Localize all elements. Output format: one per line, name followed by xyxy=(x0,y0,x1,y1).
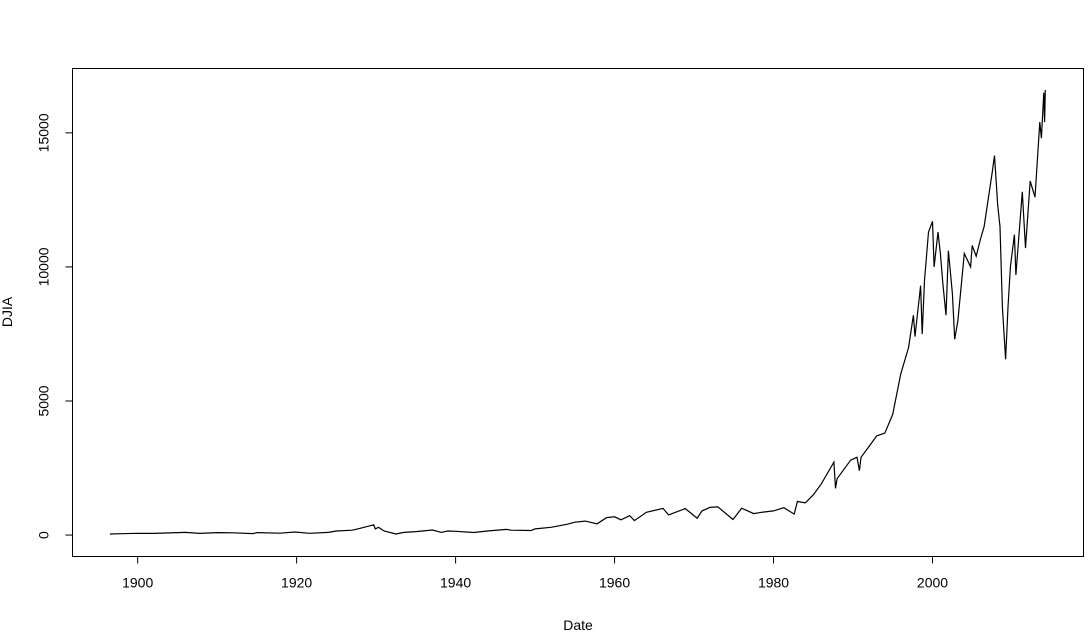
y-tick-label: 15000 xyxy=(36,113,52,152)
y-tick-label: 10000 xyxy=(36,247,52,286)
x-axis-label: Date xyxy=(563,617,593,633)
x-tick-label: 2000 xyxy=(917,575,948,591)
y-axis: 0 5000 10000 15000 xyxy=(36,113,73,539)
y-axis-label: DJIA xyxy=(0,296,15,327)
y-tick-label: 0 xyxy=(36,531,52,539)
x-tick-label: 1900 xyxy=(122,575,153,591)
x-tick-label: 1980 xyxy=(758,575,789,591)
x-tick-label: 1960 xyxy=(599,575,630,591)
x-tick-label: 1920 xyxy=(281,575,312,591)
series-line xyxy=(109,89,1046,535)
x-tick-label: 1940 xyxy=(440,575,471,591)
y-tick-label: 5000 xyxy=(36,385,52,416)
plot-frame xyxy=(72,68,1084,557)
x-axis: 1900 1920 1940 1960 1980 2000 xyxy=(122,556,948,591)
